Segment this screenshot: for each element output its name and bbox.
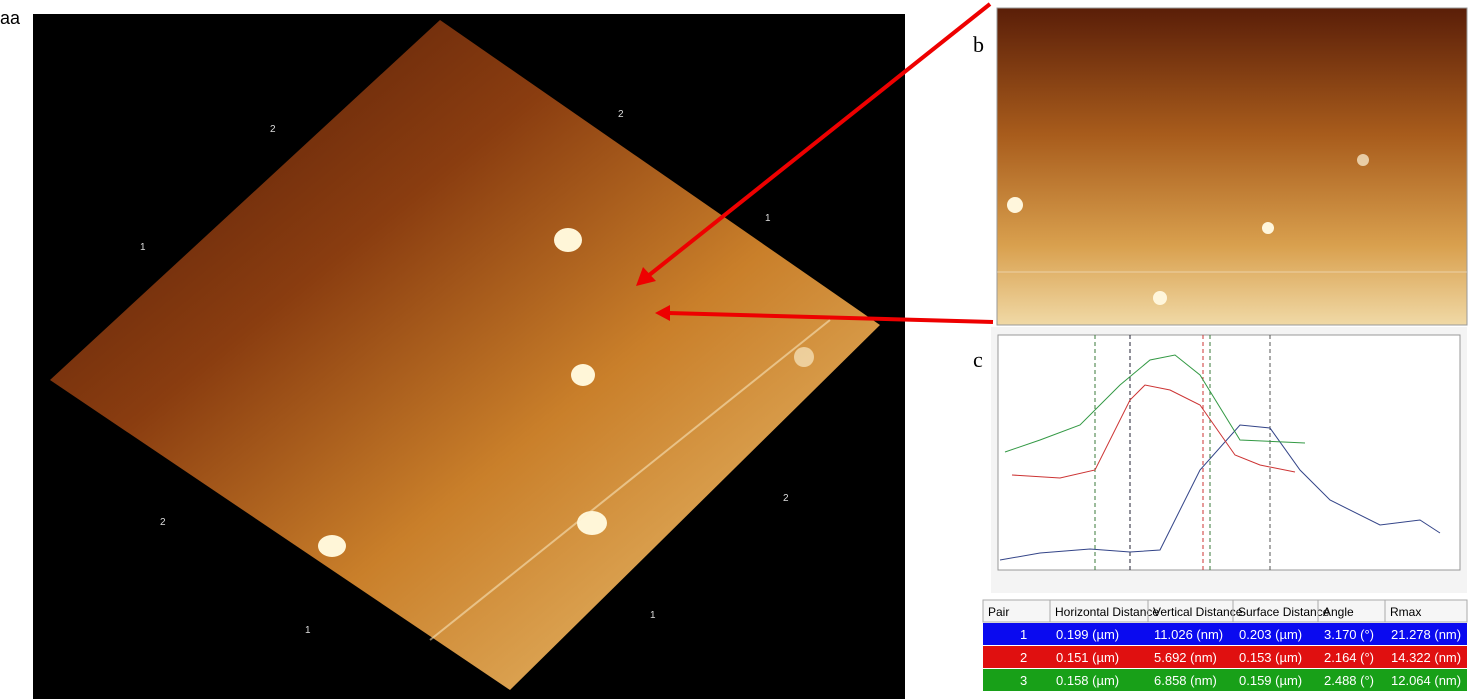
table-header: Rmax	[1390, 605, 1421, 619]
table-cell: 3	[1020, 673, 1027, 688]
panel-label: aa	[0, 8, 21, 28]
table-cell: 5.692 (nm)	[1154, 650, 1217, 665]
panel-label: b	[973, 32, 984, 57]
afm-topview	[997, 8, 1467, 325]
table-cell: 2.488 (°)	[1324, 673, 1374, 688]
table-cell: 0.158 (µm)	[1056, 673, 1119, 688]
table-cell: 21.278 (nm)	[1391, 627, 1461, 642]
table-header: Horizontal Distance	[1055, 605, 1159, 619]
table-cell: 0.199 (µm)	[1056, 627, 1119, 642]
axis-label: 1	[305, 625, 311, 636]
table-header: Surface Distance	[1238, 605, 1330, 619]
table-cell: 2	[1020, 650, 1027, 665]
axis-label: 2	[783, 493, 789, 504]
table-cell: 1	[1020, 627, 1027, 642]
table-cell: 11.026 (nm)	[1154, 627, 1223, 642]
table-cell: 2.164 (°)	[1324, 650, 1374, 665]
table-cell: 6.858 (nm)	[1154, 673, 1217, 688]
profile-plot	[998, 335, 1460, 570]
axis-label: 2	[160, 517, 166, 528]
page: aa 2 2 1 1 2 2 1 1 b c Pair Horizontal Di…	[0, 0, 1481, 699]
table-header: Vertical Distance	[1153, 605, 1243, 619]
table-header: Angle	[1323, 605, 1354, 619]
axis-label: 2	[618, 109, 624, 120]
table-header: Pair	[988, 605, 1009, 619]
table-cell: 0.153 (µm)	[1239, 650, 1302, 665]
table-cell: 12.064 (nm)	[1391, 673, 1461, 688]
table-cell: 14.322 (nm)	[1391, 650, 1461, 665]
table-cell: 3.170 (°)	[1324, 627, 1374, 642]
axis-label: 1	[140, 242, 146, 253]
axis-label: 1	[650, 610, 656, 621]
panel-label: c	[973, 347, 983, 372]
table-cell: 0.151 (µm)	[1056, 650, 1119, 665]
axis-label: 2	[270, 124, 276, 135]
table-cell: 0.159 (µm)	[1239, 673, 1302, 688]
table-cell: 0.203 (µm)	[1239, 627, 1302, 642]
figure: aa 2 2 1 1 2 2 1 1 b c Pair Horizontal Di…	[0, 0, 1481, 699]
axis-label: 1	[765, 213, 771, 224]
